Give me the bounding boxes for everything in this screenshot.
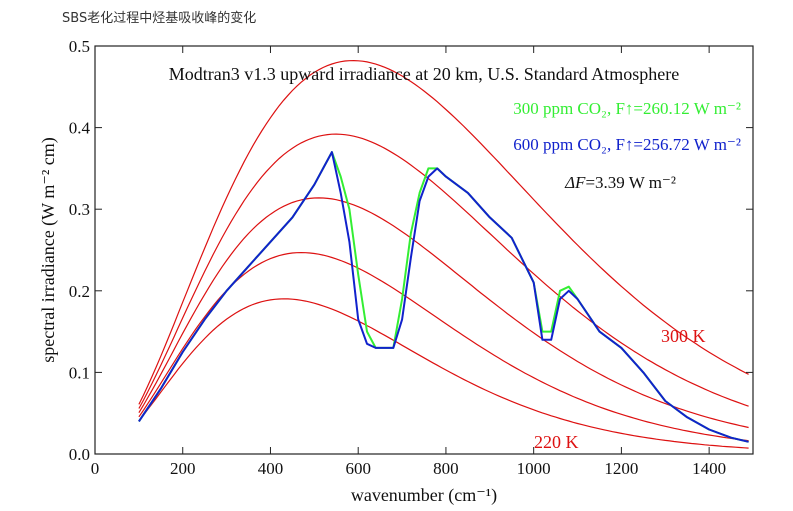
page-caption: SBS老化过程中烃基吸收峰的变化 [62, 11, 257, 26]
x-axis-label: wavenumber (cm⁻¹) [351, 485, 497, 506]
y-tick-label: 0.1 [69, 363, 90, 382]
planck-curve-300K [138, 59, 749, 405]
label-220k: 220 K [534, 432, 579, 452]
y-tick-label: 0.0 [69, 445, 90, 464]
spectra-lines [138, 151, 749, 443]
y-tick-label: 0.4 [69, 119, 91, 138]
delta-f-symbol: ΔF [564, 173, 586, 192]
chart-title: Modtran3 v1.3 upward irradiance at 20 km… [169, 64, 679, 84]
y-tick-label: 0.3 [69, 200, 90, 219]
planck-curve-280K [138, 133, 749, 409]
x-tick-label: 0 [91, 459, 100, 478]
delta-f-value: =3.39 W m⁻² [585, 173, 676, 192]
label-300k: 300 K [661, 326, 706, 346]
planck-curve-220K [138, 298, 749, 449]
x-tick-label: 1400 [692, 459, 726, 478]
x-tick-label: 800 [433, 459, 459, 478]
x-tick-label: 600 [345, 459, 371, 478]
x-tick-label: 400 [258, 459, 284, 478]
y-tick-label: 0.2 [69, 282, 90, 301]
y-tick-label: 0.5 [69, 37, 90, 56]
x-tick-label: 1200 [604, 459, 638, 478]
legend-300ppm: 300 ppm CO₂, F↑=260.12 W m⁻² [513, 99, 741, 118]
planck-curve-240K [138, 251, 749, 442]
series-line-300ppm [138, 151, 749, 443]
y-axis-label: spectral irradiance (W m⁻² cm) [38, 137, 59, 362]
series-line-600ppm [138, 151, 749, 443]
axis-ticks: 0 200 400 600 800 1000 1200 1400 0.0 0.1 0.2 0.3 0.4… [69, 37, 753, 478]
planck-curves [138, 59, 749, 449]
legend-600ppm: 600 ppm CO₂, F↑=256.72 W m⁻² [513, 135, 741, 154]
plot-frame [94, 45, 754, 455]
x-tick-label: 200 [170, 459, 196, 478]
planck-curve-260K [138, 197, 749, 429]
delta-f-label: ΔF=3.39 W m⁻² [564, 173, 676, 192]
x-tick-label: 1000 [517, 459, 551, 478]
